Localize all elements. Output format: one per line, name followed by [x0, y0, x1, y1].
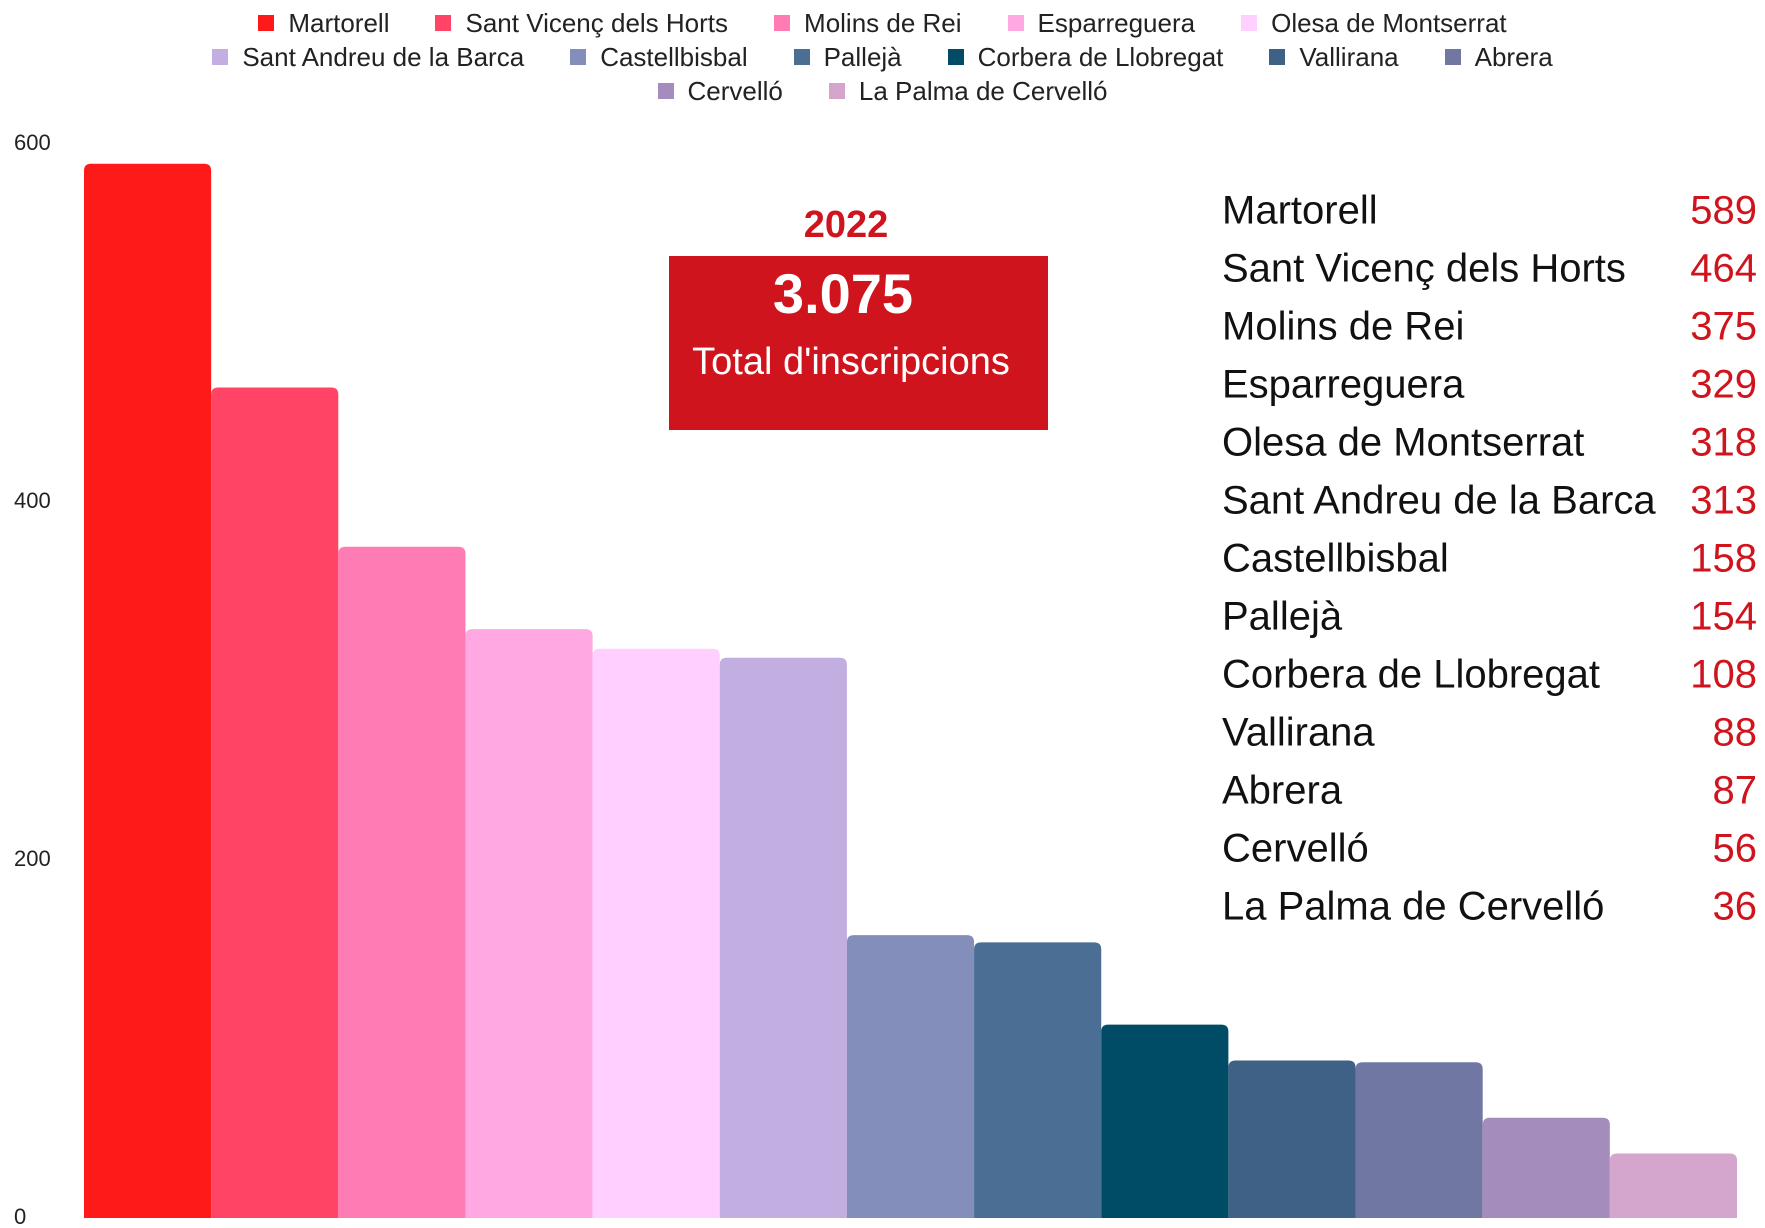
legend-label: Martorell [288, 7, 390, 38]
legend-swatch [258, 15, 275, 31]
bar [84, 163, 212, 1219]
bar [1228, 1060, 1356, 1218]
legend-item: Olesa de Montserrat [1241, 8, 1507, 39]
legend-label: Cervelló [687, 75, 783, 106]
list-name: Corbera de Llobregat [1222, 653, 1600, 697]
legend-label: Molins de Rei [804, 7, 962, 38]
legend-row: Sant Andreu de la Barca Castellbisbal Pall… [0, 40, 1765, 74]
legend-swatch [774, 15, 791, 31]
bar [465, 629, 593, 1218]
legend-swatch [1007, 15, 1024, 31]
list-name: Martorell [1222, 189, 1378, 233]
legend-swatch [1269, 49, 1286, 65]
list-name: La Palma de Cervelló [1222, 885, 1604, 929]
legend-item: Pallejà [793, 41, 902, 73]
bar [974, 942, 1102, 1218]
list-name: Cervelló [1222, 827, 1369, 871]
legend-item: Molins de Rei [774, 8, 962, 39]
list-value: 154 [1690, 595, 1757, 639]
list-value: 56 [1713, 827, 1758, 871]
legend-swatch [1241, 15, 1258, 31]
y-tick-label: 200 [14, 846, 51, 871]
list-name: Vallirana [1222, 711, 1375, 755]
bar [338, 546, 466, 1218]
bar [1355, 1062, 1483, 1218]
list-value: 313 [1690, 479, 1757, 523]
legend-swatch [570, 49, 587, 65]
legend-item: Corbera de Llobregat [947, 41, 1224, 73]
legend-swatch [1444, 49, 1461, 65]
legend-swatch [947, 49, 964, 65]
list-name: Sant Vicenç dels Horts [1222, 247, 1626, 291]
bar [846, 935, 975, 1218]
legend-label: Esparreguera [1037, 7, 1196, 38]
legend-label: Castellbisbal [600, 41, 748, 72]
total-box [669, 256, 1048, 430]
legend-item: Sant Andreu de la Barca [212, 42, 524, 73]
legend-swatch [828, 83, 845, 99]
legend-label: Sant Andreu de la Barca [242, 41, 525, 72]
bar [719, 657, 847, 1218]
legend-label: Vallirana [1299, 41, 1399, 72]
list-value: 589 [1690, 189, 1757, 233]
legend-row: Martorell Sant Vicenç dels Horts Molins de… [0, 6, 1765, 40]
list-value: 108 [1690, 653, 1757, 697]
list-value: 36 [1713, 885, 1758, 929]
legend-item: La Palma de Cervelló [828, 75, 1108, 107]
list-name: Castellbisbal [1222, 537, 1449, 581]
legend-swatch [793, 49, 810, 65]
list-name: Abrera [1222, 769, 1343, 813]
legend-item: Vallirana [1269, 41, 1399, 73]
legend-label: La Palma de Cervelló [858, 75, 1108, 106]
legend-label: Corbera de Llobregat [977, 41, 1224, 72]
bar [592, 648, 720, 1218]
legend-item: Martorell [258, 8, 389, 39]
list-name: Molins de Rei [1222, 305, 1464, 349]
legend-swatch [212, 49, 229, 65]
y-tick-label: 0 [14, 1204, 26, 1228]
legend-label: Pallejà [823, 41, 902, 72]
legend-label: Sant Vicenç dels Horts [465, 7, 729, 38]
bar [1101, 1024, 1229, 1218]
legend-item: Abrera [1444, 41, 1553, 73]
bar [1482, 1117, 1610, 1218]
legend: Martorell Sant Vicenç dels Horts Molins de… [0, 6, 1765, 108]
list-value: 87 [1713, 769, 1758, 813]
legend-swatch [657, 83, 674, 99]
total-value: 3.075 [773, 262, 913, 325]
y-tick-label: 600 [14, 130, 51, 155]
list-value: 158 [1690, 537, 1757, 581]
list-value: 375 [1690, 305, 1757, 349]
bar [1609, 1153, 1737, 1218]
list-name: Pallejà [1222, 595, 1343, 639]
year: 2022 [804, 204, 889, 246]
list-value: 318 [1690, 421, 1757, 465]
legend-label: Olesa de Montserrat [1271, 7, 1507, 38]
list-value: 329 [1690, 363, 1757, 407]
list-name: Olesa de Montserrat [1222, 421, 1584, 465]
legend-item: Cervelló [657, 75, 783, 107]
list-name: Esparreguera [1222, 363, 1465, 407]
legend-item: Castellbisbal [570, 41, 748, 73]
list-name: Sant Andreu de la Barca [1222, 479, 1656, 523]
legend-swatch [435, 15, 452, 31]
list-value: 464 [1690, 247, 1757, 291]
bar [211, 387, 339, 1218]
legend-item: Sant Vicenç dels Horts [435, 8, 728, 39]
legend-item: Esparreguera [1007, 7, 1196, 39]
y-tick-label: 400 [14, 488, 51, 513]
total-label: Total d'inscripcions [692, 341, 1010, 383]
legend-row: Cervelló La Palma de Cervelló [0, 74, 1765, 108]
legend-label: Abrera [1474, 41, 1553, 72]
list-value: 88 [1713, 711, 1758, 755]
